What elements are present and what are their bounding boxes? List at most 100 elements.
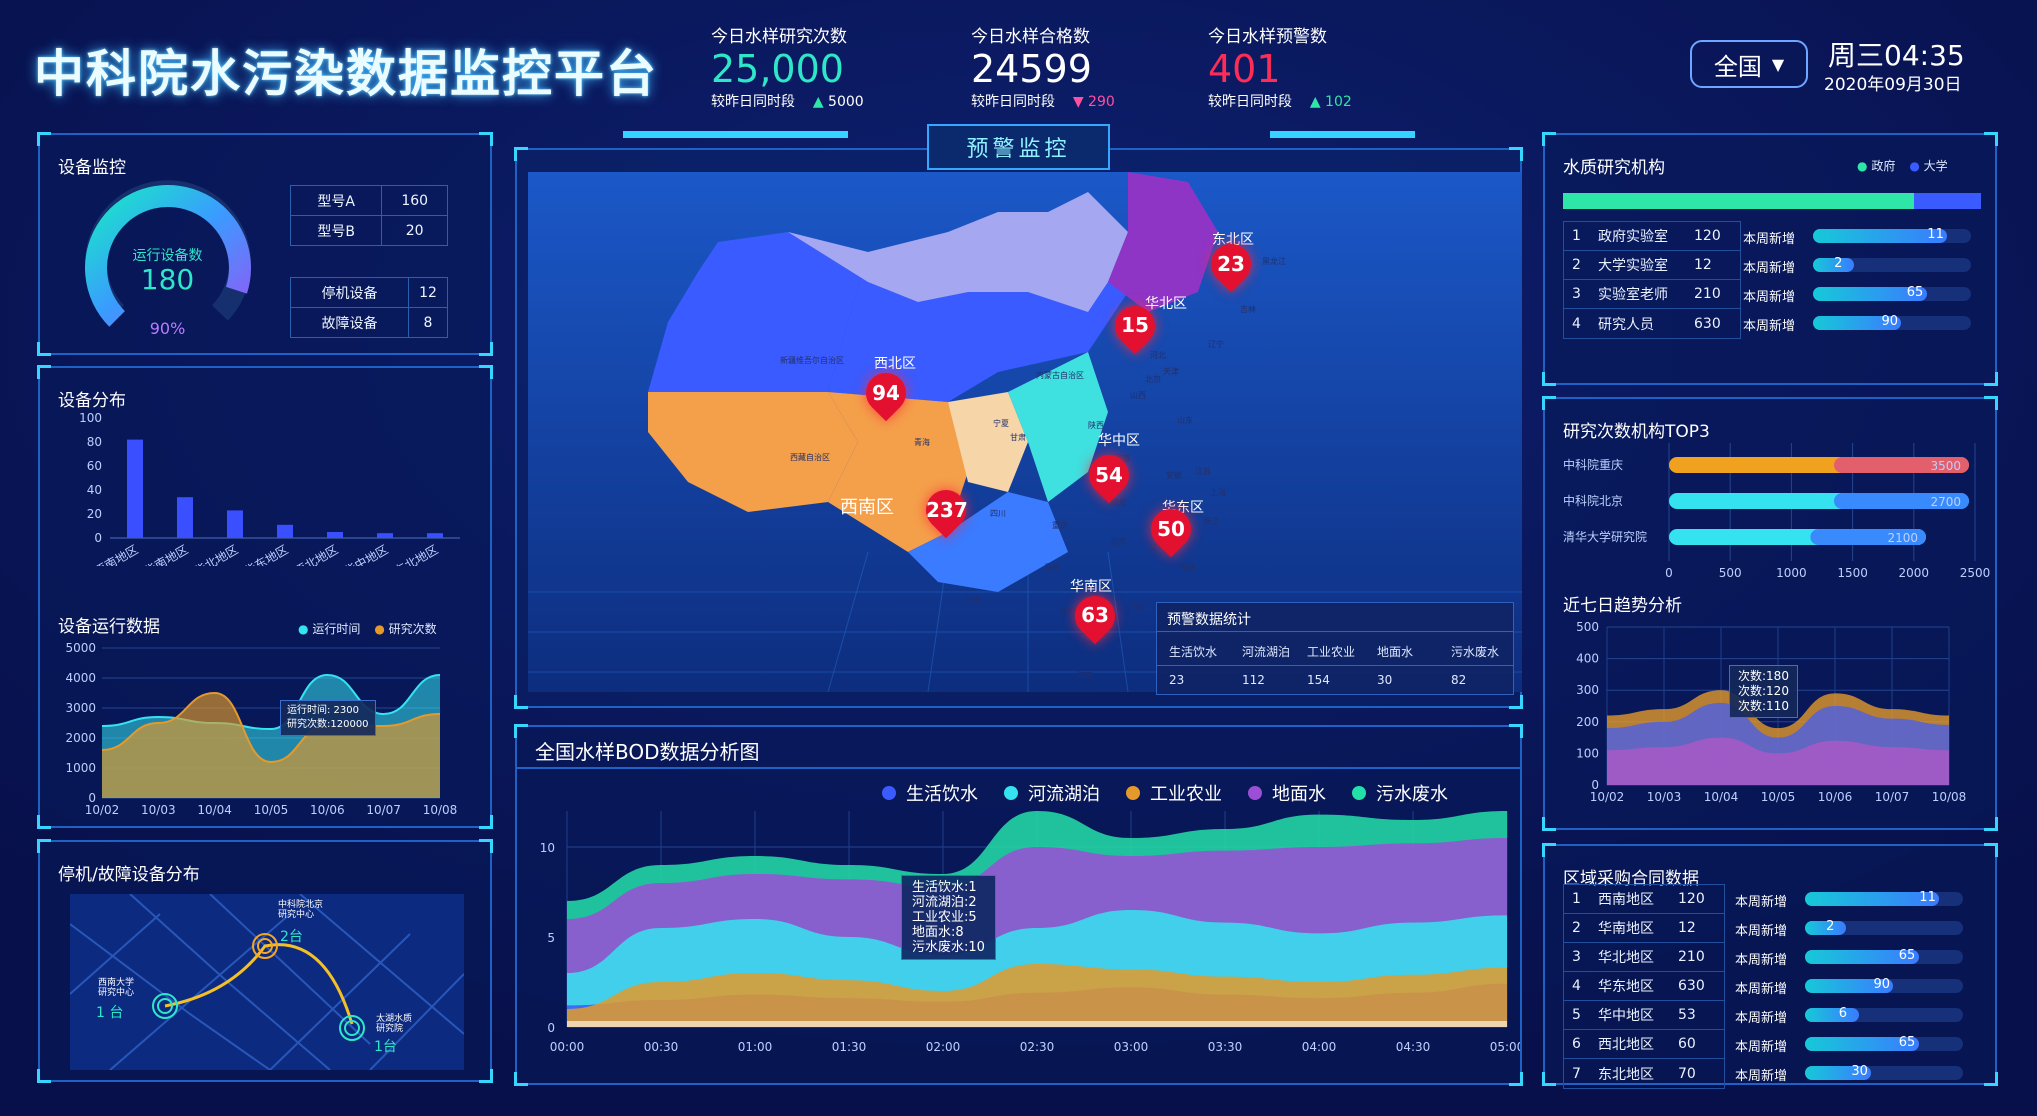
contracts-table: 1 西南地区 120 2 华南地区 12 3 华北地区 210 4 华东地区 630 5 华中地区 53 6 西… <box>1563 884 1725 1089</box>
add-tag: 本周新增 <box>1735 1011 1788 1026</box>
stat-col: 河流湖泊 <box>1242 645 1291 659</box>
add-value: 11 <box>1919 890 1936 905</box>
progress-bar: 6 <box>1805 1006 1963 1022</box>
y-tick-label: 2000 <box>65 731 96 745</box>
legend-label: 地面水 <box>1272 784 1326 805</box>
panel-title: 水质研究机构 <box>1563 158 1665 178</box>
region-huabei <box>788 192 1128 312</box>
legend-item[interactable]: 生活饮水 <box>882 780 978 806</box>
x-tick-label: 500 <box>1719 566 1742 580</box>
y-tick-label: 5 <box>547 931 555 945</box>
table-row[interactable]: 3 实验室老师 210 <box>1564 280 1740 309</box>
fault-count-xinan: 1 台 <box>96 1005 124 1021</box>
y-tick-label: 200 <box>1576 715 1599 729</box>
region-select[interactable]: 全国 ▼ <box>1690 40 1808 88</box>
research-org-panel: 水质研究机构 ● 政府 ● 大学 1 政府实验室 120 2 大学实验室 12 3 实验室老师… <box>1542 132 1998 386</box>
progress-fill <box>1805 950 1919 964</box>
table-row[interactable]: 4 华东地区 630 <box>1564 972 1724 1001</box>
x-tick-label: 10/07 <box>1875 790 1910 804</box>
model-table: 型号A 160 型号B 20 <box>289 185 448 246</box>
region-label: 华中区 <box>1098 433 1140 449</box>
add-value: 11 <box>1927 227 1944 242</box>
bar-value: 2100 <box>1887 531 1918 545</box>
warning-title: 预警监控 <box>927 124 1110 170</box>
x-tick-label: 04:00 <box>1302 1040 1337 1054</box>
y-tick-label: 0 <box>94 531 102 545</box>
panel-subtitle: 近七日趋势分析 <box>1563 596 1682 616</box>
y-tick-label: 300 <box>1576 683 1599 697</box>
y-tick-label: 500 <box>1576 620 1599 634</box>
row-index: 4 <box>1572 315 1581 332</box>
legend-label: 生活饮水 <box>906 784 978 805</box>
stat-label: 今日水样预警数 <box>1208 27 1327 47</box>
state-table: 停机设备 12 故障设备 8 <box>289 277 448 338</box>
line-series <box>101 691 441 764</box>
bar <box>127 439 143 538</box>
legend-item: ● 运行时间 <box>298 622 361 636</box>
x-tick-label: 东北地区 <box>392 542 441 566</box>
legend-item[interactable]: 地面水 <box>1248 780 1326 806</box>
y-tick-label: 20 <box>87 507 102 521</box>
province-label: 云南 <box>964 596 980 605</box>
stat-delta: 290 <box>1088 94 1115 110</box>
x-tick-label: 华北地区 <box>192 542 241 566</box>
x-tick-label: 1500 <box>1837 566 1868 580</box>
add-value: 65 <box>1898 948 1916 963</box>
contracts-add-list: 本周新增 11 本周新增 2 本周新增 65 本周新增 90 本周新增 6 本周新增 65 本周新增 30 <box>1735 884 1975 1084</box>
y-tick-label: 0 <box>88 791 96 805</box>
panel-title: 全国水样BOD数据分析图 <box>535 740 760 764</box>
x-tick-label: 00:00 <box>550 1040 585 1054</box>
x-tick-label: 10/08 <box>1932 790 1967 804</box>
org-legend: ● 政府 ● 大学 <box>1857 157 1948 174</box>
legend-dot-icon <box>1126 786 1140 800</box>
province-label: 重庆 <box>1052 521 1068 530</box>
table-row[interactable]: 2 华南地区 12 <box>1564 914 1724 943</box>
bar <box>277 524 293 538</box>
stat-val: 30 <box>1377 673 1393 687</box>
stat-label: 今日水样研究次数 <box>711 27 847 47</box>
progress-fill <box>1805 892 1940 906</box>
bar-tail <box>1834 493 1969 509</box>
table-row[interactable]: 2 大学实验室 12 <box>1564 251 1740 280</box>
table-row[interactable]: 4 研究人员 630 <box>1564 309 1740 338</box>
tooltip-line: 地面水:8 <box>912 925 964 940</box>
progress-fill <box>1805 1037 1919 1051</box>
row-index: 1 <box>1572 891 1581 907</box>
row-name: 华南地区 <box>1598 921 1654 937</box>
stat-val: 82 <box>1451 673 1467 687</box>
trend-tooltip: 次数:180 次数:120 次数:110 <box>1729 665 1798 718</box>
province-label: 黑龙江 <box>1262 257 1286 266</box>
table-row[interactable]: 1 政府实验室 120 <box>1564 222 1740 251</box>
table-row[interactable]: 3 华北地区 210 <box>1564 943 1724 972</box>
legend-item[interactable]: 工业农业 <box>1126 780 1222 806</box>
legend-item[interactable]: 污水废水 <box>1352 780 1448 806</box>
province-label: 西藏自治区 <box>790 453 830 462</box>
model-value: 20 <box>381 215 448 246</box>
bar-tail <box>1810 529 1927 545</box>
table-row[interactable]: 6 西北地区 60 <box>1564 1030 1724 1059</box>
row-index: 4 <box>1572 978 1581 994</box>
table-row[interactable]: 5 华中地区 53 <box>1564 1001 1724 1030</box>
x-tick-label: 01:30 <box>832 1040 867 1054</box>
y-tick-label: 60 <box>87 459 102 473</box>
legend-dot-icon <box>1352 786 1366 800</box>
province-label: 青海 <box>914 438 930 447</box>
tooltip-line: 次数:120 <box>1738 684 1789 698</box>
category-label: 清华大学研究院 <box>1563 529 1647 544</box>
add-tag: 本周新增 <box>1735 1069 1788 1084</box>
stat-card-warning: 今日水样预警数 401 较昨日同时段 ▲ 102 <box>1208 22 1352 111</box>
add-tag: 本周新增 <box>1743 319 1796 334</box>
progress-bar: 65 <box>1805 1035 1963 1051</box>
row-name: 华中地区 <box>1598 1008 1654 1024</box>
y-tick-label: 100 <box>79 411 102 425</box>
x-tick-label: 2500 <box>1960 566 1991 580</box>
table-row[interactable]: 7 东北地区 70 <box>1564 1059 1724 1088</box>
legend-item[interactable]: 河流湖泊 <box>1004 780 1100 806</box>
area-series <box>1607 737 1949 785</box>
progress-fill <box>1805 1066 1872 1080</box>
province-label: 河南 <box>1114 454 1130 463</box>
model-name: 型号A <box>289 185 383 216</box>
table-row[interactable]: 1 西南地区 120 <box>1564 885 1724 914</box>
x-tick-label: 10/04 <box>197 803 232 817</box>
area-series <box>567 964 1507 1027</box>
